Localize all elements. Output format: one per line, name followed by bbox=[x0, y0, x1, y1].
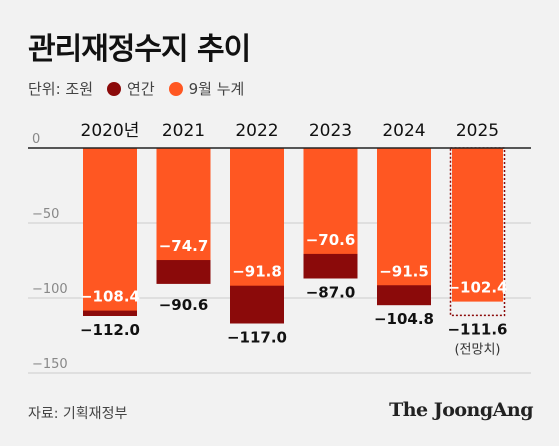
category-label: 2025 bbox=[456, 121, 499, 141]
annual-value-label: −90.6 bbox=[159, 296, 209, 314]
annual-bar-forecast bbox=[449, 147, 506, 317]
source-note: 자료: 기획재정부 bbox=[28, 406, 128, 422]
ytd-value-label: −91.5 bbox=[379, 262, 429, 280]
category-label: 2024 bbox=[382, 121, 425, 141]
category-label: 2022 bbox=[235, 121, 278, 141]
legend-label-ytd: 9월 누계 bbox=[188, 80, 245, 98]
category-label: 2021 bbox=[162, 121, 205, 141]
ytd-bar bbox=[452, 148, 503, 302]
annual-value-label: −117.0 bbox=[227, 329, 287, 347]
ytd-value-label: −102.4 bbox=[447, 279, 507, 297]
y-tick-label: −150 bbox=[32, 357, 68, 372]
legend-label-annual: 연간 bbox=[127, 80, 155, 98]
legend-swatch-ytd bbox=[168, 81, 183, 96]
y-tick-label: −100 bbox=[32, 282, 68, 297]
legend-swatch-annual bbox=[107, 81, 122, 96]
legend: 단위: 조원 연간 9월 누계 bbox=[28, 78, 244, 99]
y-tick-label: 0 bbox=[32, 132, 40, 147]
ytd-value-label: −91.8 bbox=[232, 263, 282, 281]
chart-title: 관리재정수지 추이 bbox=[28, 32, 251, 67]
y-tick-label: −50 bbox=[32, 207, 59, 222]
ytd-bar bbox=[156, 148, 211, 261]
category-label: 2020년 bbox=[81, 121, 140, 141]
annual-value-label: −112.0 bbox=[80, 321, 140, 339]
annual-value-label: −104.8 bbox=[374, 310, 434, 328]
ytd-value-label: −70.6 bbox=[306, 231, 356, 249]
forecast-note: (전망치) bbox=[454, 342, 500, 357]
ytd-bar bbox=[83, 148, 137, 311]
ytd-bar bbox=[303, 148, 358, 254]
unit-label: 단위: 조원 bbox=[28, 80, 94, 98]
annual-value-label: −111.6 bbox=[447, 320, 507, 338]
ytd-value-label: −108.4 bbox=[80, 288, 140, 306]
ytd-value-label: −74.7 bbox=[159, 237, 209, 255]
brand-logo: The JoongAng bbox=[389, 399, 533, 421]
category-label: 2023 bbox=[309, 121, 352, 141]
ytd-bar bbox=[377, 148, 431, 286]
ytd-bar bbox=[230, 148, 284, 286]
annual-value-label: −87.0 bbox=[306, 284, 356, 302]
